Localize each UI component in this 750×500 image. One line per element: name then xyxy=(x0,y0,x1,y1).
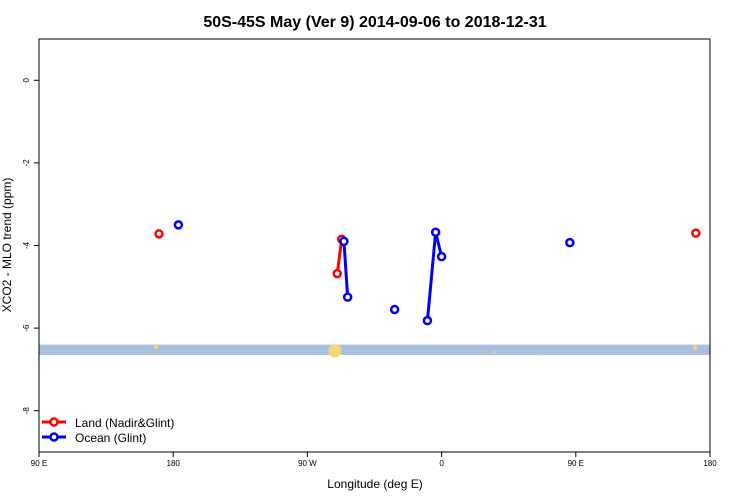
data-point xyxy=(691,228,701,238)
x-tick-label: 180 xyxy=(703,459,717,468)
legend-label-land: Land (Nadir&Glint) xyxy=(75,416,174,430)
data-point xyxy=(436,251,447,262)
series-line xyxy=(425,231,444,321)
x-tick-label: 0 xyxy=(439,459,444,468)
y-axis: 0 -2 -4 -6 -8 xyxy=(22,78,39,415)
data-point xyxy=(389,304,400,315)
chart-title: 50S-45S May (Ver 9) 2014-09-06 to 2018-1… xyxy=(203,14,546,31)
data-point xyxy=(565,237,575,248)
data-point xyxy=(173,220,184,230)
data-point xyxy=(154,229,164,239)
land-spot xyxy=(153,344,159,350)
land-band-layer xyxy=(39,344,710,358)
x-axis-label: Longitude (deg E) xyxy=(327,477,422,491)
data-point xyxy=(332,268,342,279)
series-line xyxy=(342,241,350,298)
land-spot xyxy=(537,353,540,357)
data-point xyxy=(422,315,433,326)
x-axis: 90 E 180 90 W 0 90 E 180 xyxy=(31,452,717,468)
data-point xyxy=(339,236,349,247)
y-tick-label: 0 xyxy=(22,78,31,83)
y-tick-label: -8 xyxy=(22,407,31,415)
data-point xyxy=(342,292,353,302)
data-point xyxy=(430,227,441,238)
x-tick-label: 90 E xyxy=(568,459,584,468)
y-tick-label: -2 xyxy=(22,159,31,167)
x-tick-label: 180 xyxy=(167,459,181,468)
land-spot xyxy=(493,350,496,354)
x-tick-label: 90 W xyxy=(298,459,317,468)
x-tick-label: 90 E xyxy=(31,459,47,468)
legend: Land (Nadir&Glint) Ocean (Glint) xyxy=(42,416,174,445)
plot-frame xyxy=(38,38,711,453)
series-land xyxy=(154,228,701,279)
land-spot xyxy=(328,344,342,358)
legend-marker-land xyxy=(49,417,59,427)
series-ocean xyxy=(173,220,575,326)
y-axis-label: XCO2 - MLO trend (ppm) xyxy=(0,178,14,313)
legend-label-ocean: Ocean (Glint) xyxy=(75,431,146,445)
y-tick-label: -4 xyxy=(22,241,31,249)
y-tick-label: -6 xyxy=(22,324,31,332)
legend-marker-ocean xyxy=(49,432,59,442)
ocean-band xyxy=(39,344,710,355)
land-spot xyxy=(692,345,698,350)
series-layer xyxy=(154,220,701,326)
